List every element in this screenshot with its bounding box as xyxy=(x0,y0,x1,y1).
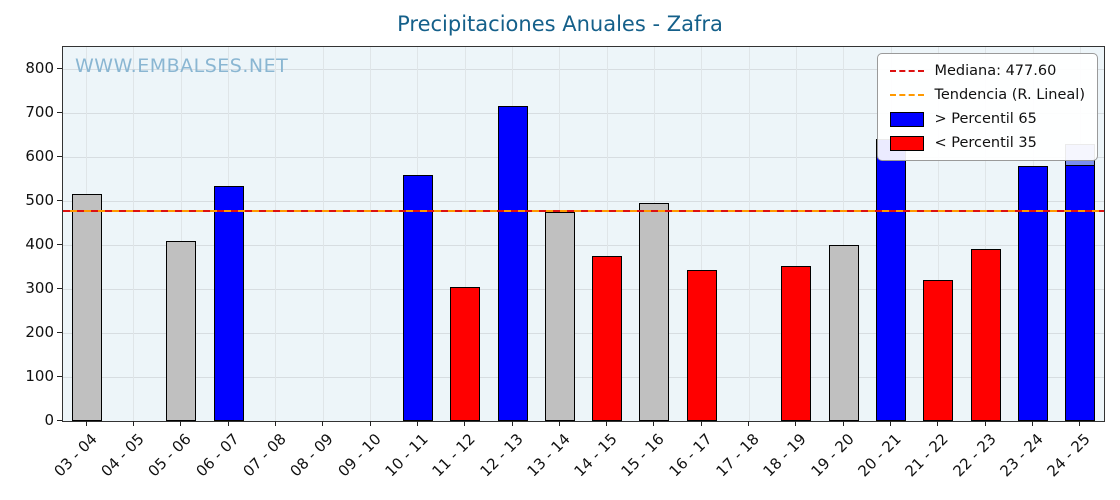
percentil65-swatch xyxy=(890,111,925,127)
bar-15-16 xyxy=(639,203,670,421)
y-tick-label: 300 xyxy=(25,279,54,297)
v-gridline xyxy=(843,47,845,421)
v-gridline xyxy=(748,47,750,421)
bar-22-23 xyxy=(970,249,1001,421)
h-gridline xyxy=(63,288,1104,290)
y-tick-mark xyxy=(57,332,62,333)
x-tick-mark xyxy=(1079,421,1081,426)
y-tick-mark xyxy=(57,376,62,377)
v-gridline xyxy=(133,47,135,421)
x-tick-mark xyxy=(558,421,560,426)
bar-18-19 xyxy=(781,266,812,421)
bar-19-20 xyxy=(828,245,859,421)
bar-20-21 xyxy=(876,139,907,421)
x-tick-mark xyxy=(416,421,418,426)
x-tick-mark xyxy=(842,421,844,426)
bar-23-24 xyxy=(1018,165,1049,421)
y-tick-label: 200 xyxy=(25,323,54,341)
legend-trend-label: Tendencia (R. Lineal) xyxy=(934,87,1085,103)
y-tick-label: 100 xyxy=(25,367,54,385)
h-gridline xyxy=(63,376,1104,378)
h-gridline xyxy=(63,200,1104,202)
bar-06-07 xyxy=(213,185,244,421)
v-gridline xyxy=(275,47,277,421)
x-tick-mark xyxy=(274,421,276,426)
v-gridline xyxy=(322,47,324,421)
v-gridline xyxy=(180,47,182,421)
x-tick-mark xyxy=(369,421,371,426)
h-gridline xyxy=(63,112,1104,114)
x-tick-mark xyxy=(1032,421,1034,426)
y-tick-label: 400 xyxy=(25,235,54,253)
bar-11-12 xyxy=(450,286,481,421)
legend-p35-label: < Percentil 35 xyxy=(934,135,1037,151)
y-tick-mark xyxy=(57,200,62,201)
y-tick-mark xyxy=(57,288,62,289)
x-tick-mark xyxy=(748,421,750,426)
y-tick-label: 0 xyxy=(44,411,54,429)
v-gridline xyxy=(464,47,466,421)
h-gridline xyxy=(63,156,1104,158)
v-gridline xyxy=(795,47,797,421)
x-tick-mark xyxy=(984,421,986,426)
y-tick-mark xyxy=(57,244,62,245)
legend-item-median: Mediana: 477.60 xyxy=(890,63,1085,79)
h-gridline xyxy=(63,332,1104,334)
h-gridline xyxy=(63,68,1104,70)
bar-14-15 xyxy=(592,256,623,421)
x-tick-mark xyxy=(890,421,892,426)
watermark: WWW.EMBALSES.NET xyxy=(75,55,289,77)
bar-10-11 xyxy=(402,174,433,421)
bar-12-13 xyxy=(497,106,528,421)
chart-title: Precipitaciones Anuales - Zafra xyxy=(397,12,723,36)
legend: Mediana: 477.60 Tendencia (R. Lineal) > … xyxy=(877,53,1098,161)
bar-21-22 xyxy=(923,280,954,421)
bar-16-17 xyxy=(686,270,717,421)
x-tick-mark xyxy=(700,421,702,426)
x-tick-mark xyxy=(606,421,608,426)
bar-03-04 xyxy=(71,194,102,421)
x-tick-mark xyxy=(132,421,134,426)
legend-p65-label: > Percentil 65 xyxy=(934,111,1037,127)
legend-item-trend: Tendencia (R. Lineal) xyxy=(890,87,1085,103)
x-tick-mark xyxy=(322,421,324,426)
percentil35-swatch xyxy=(890,135,925,151)
bar-13-14 xyxy=(544,212,575,421)
legend-item-p35: < Percentil 35 xyxy=(890,135,1085,151)
v-gridline xyxy=(937,47,939,421)
legend-item-p65: > Percentil 65 xyxy=(890,111,1085,127)
bar-05-06 xyxy=(166,240,197,421)
trend-line-sample xyxy=(890,94,925,96)
v-gridline xyxy=(370,47,372,421)
legend-median-label: Mediana: 477.60 xyxy=(934,63,1057,79)
x-tick-mark xyxy=(227,421,229,426)
median-line-sample xyxy=(890,70,925,72)
x-tick-mark xyxy=(937,421,939,426)
y-tick-label: 700 xyxy=(25,103,54,121)
trend-line xyxy=(63,209,1104,212)
y-tick-label: 600 xyxy=(25,147,54,165)
x-tick-mark xyxy=(464,421,466,426)
y-tick-mark xyxy=(57,156,62,157)
x-tick-mark xyxy=(511,421,513,426)
v-gridline xyxy=(606,47,608,421)
x-tick-mark xyxy=(180,421,182,426)
bar-24-25 xyxy=(1065,143,1096,421)
h-gridline xyxy=(63,244,1104,246)
x-tick-mark xyxy=(795,421,797,426)
y-tick-mark xyxy=(57,68,62,69)
v-gridline xyxy=(701,47,703,421)
y-tick-mark xyxy=(57,420,62,421)
y-tick-label: 800 xyxy=(25,59,54,77)
v-gridline xyxy=(985,47,987,421)
y-tick-label: 500 xyxy=(25,191,54,209)
plot-area: WWW.EMBALSES.NET Mediana: 477.60 Tendenc… xyxy=(62,46,1105,422)
x-tick-mark xyxy=(653,421,655,426)
y-tick-mark xyxy=(57,112,62,113)
x-tick-mark xyxy=(85,421,87,426)
